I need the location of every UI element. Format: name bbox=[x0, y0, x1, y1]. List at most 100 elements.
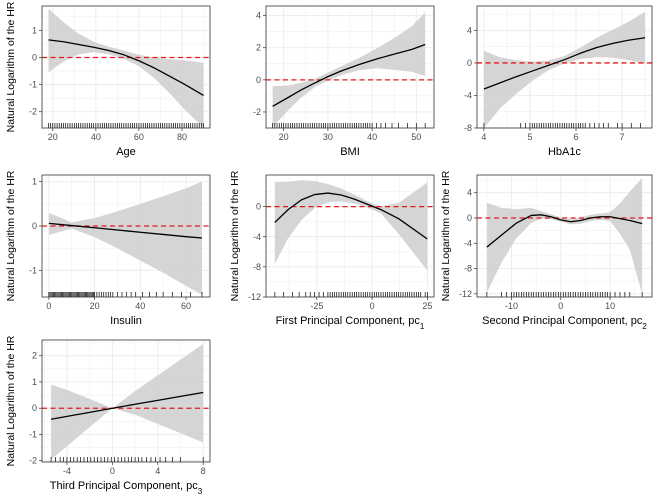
x-tick-label: 20 bbox=[279, 132, 289, 142]
x-axis-title: HbA1c bbox=[548, 146, 582, 158]
x-axis-title: BMI bbox=[340, 146, 360, 158]
y-tick-label: 1 bbox=[32, 377, 37, 387]
x-axis-title: First Principal Component, pc1 bbox=[276, 315, 425, 331]
x-tick-label: -10 bbox=[505, 301, 518, 311]
x-tick-label: 60 bbox=[134, 132, 144, 142]
x-tick-label: 0 bbox=[558, 301, 563, 311]
x-axis-title-text: Second Principal Component, pc bbox=[482, 315, 643, 327]
y-tick-label: 1 bbox=[32, 25, 37, 35]
confidence-band bbox=[48, 8, 204, 128]
x-tick-label: 7 bbox=[620, 132, 625, 142]
x-axis-title: Age bbox=[116, 146, 136, 158]
hr-curve bbox=[48, 222, 203, 239]
panel-border bbox=[476, 174, 653, 298]
plot-area bbox=[42, 181, 210, 297]
x-tick-label: 8 bbox=[201, 466, 206, 476]
x-axis-title-text: Insulin bbox=[110, 315, 142, 327]
x-tick-label: 40 bbox=[367, 132, 377, 142]
hr-curve bbox=[274, 192, 428, 240]
hr-curve bbox=[272, 43, 426, 107]
y-tick-label: -8 bbox=[464, 123, 472, 133]
y-axis-title: Natural Logarithm of the HR bbox=[5, 170, 17, 301]
x-axis-title-subscript: 2 bbox=[642, 322, 647, 331]
x-axis-title-subscript: 3 bbox=[198, 487, 203, 496]
y-tick-label: 0 bbox=[32, 221, 37, 231]
rug bbox=[274, 292, 428, 297]
panel-hba1c: 4 5 6 7 -8 -4 0 4 HbA1c bbox=[464, 5, 653, 158]
y-tick-label: 0 bbox=[467, 213, 472, 223]
rug bbox=[50, 457, 204, 462]
confidence-band bbox=[486, 178, 643, 294]
y-tick-label: 2 bbox=[32, 351, 37, 361]
panel-age: 20 40 60 80 -2 -1 0 1 Age Natural Logarithm of th… bbox=[5, 1, 211, 158]
y-tick-label: 1 bbox=[32, 177, 37, 187]
x-axis-title: Third Principal Component, pc3 bbox=[50, 480, 203, 496]
plot-area bbox=[42, 8, 210, 128]
x-tick-label: -4 bbox=[63, 466, 71, 476]
y-tick-label: 0 bbox=[256, 202, 261, 212]
x-tick-label: 80 bbox=[177, 132, 187, 142]
plot-area bbox=[266, 180, 434, 297]
x-tick-label: 0 bbox=[46, 301, 51, 311]
x-tick-label: 25 bbox=[422, 301, 432, 311]
rug bbox=[272, 123, 426, 128]
panel-border bbox=[41, 339, 211, 463]
y-tick-label: -1 bbox=[29, 429, 37, 439]
plot-area bbox=[266, 12, 434, 128]
panel-border bbox=[41, 5, 211, 129]
x-axis-title: Insulin bbox=[110, 315, 142, 327]
x-tick-label: 6 bbox=[574, 132, 579, 142]
x-tick-label: -25 bbox=[310, 301, 323, 311]
y-axis-title: Natural Logarithm of the HR bbox=[5, 1, 17, 132]
y-axis-title: Natural Logarithm of the HR bbox=[5, 335, 17, 466]
x-tick-label: 4 bbox=[155, 466, 160, 476]
x-axis-title-text: BMI bbox=[340, 146, 360, 158]
y-tick-label: -4 bbox=[464, 238, 472, 248]
hr-curve bbox=[483, 37, 646, 90]
panel-border bbox=[476, 5, 653, 129]
y-tick-label: -1 bbox=[29, 80, 37, 90]
confidence-band bbox=[272, 12, 426, 128]
y-tick-label: -12 bbox=[459, 289, 472, 299]
x-tick-label: 4 bbox=[481, 132, 486, 142]
y-tick-label: 0 bbox=[32, 403, 37, 413]
y-tick-label: -4 bbox=[253, 232, 261, 242]
panel-pc1: -25 0 25 -12 -8 -4 0 First Principal Component,… bbox=[229, 170, 435, 331]
x-tick-label: 20 bbox=[90, 301, 100, 311]
rug bbox=[486, 292, 643, 297]
panel-pc2: -10 0 10 -12 -8 -4 0 4 Second Principal Componen… bbox=[440, 170, 653, 331]
plot-area bbox=[477, 11, 652, 128]
panel-bmi: 20 30 40 50 -2 0 2 4 BMI bbox=[253, 5, 435, 158]
x-tick-label: 50 bbox=[411, 132, 421, 142]
rug bbox=[483, 123, 641, 128]
x-axis-title-text: First Principal Component, pc bbox=[276, 315, 421, 327]
y-tick-label: -4 bbox=[464, 90, 472, 100]
plot-area bbox=[477, 178, 652, 297]
panel-border bbox=[265, 174, 435, 298]
x-tick-label: 20 bbox=[48, 132, 58, 142]
x-tick-label: 10 bbox=[605, 301, 615, 311]
y-tick-label: 4 bbox=[467, 188, 472, 198]
hr-curve bbox=[50, 391, 204, 420]
rug bbox=[48, 123, 204, 128]
y-axis-title: Natural Logarithm of the HR bbox=[229, 170, 241, 301]
hr-curve bbox=[48, 39, 204, 97]
panel-insulin: 0 20 40 60 -1 0 1 Insulin Natural Logarithm of t… bbox=[5, 170, 211, 327]
x-axis-title-text: HbA1c bbox=[548, 146, 582, 158]
x-axis-title-subscript: 1 bbox=[420, 322, 425, 331]
y-tick-label: -8 bbox=[464, 264, 472, 274]
hr-curve bbox=[486, 214, 643, 248]
x-axis-title-text: Third Principal Component, pc bbox=[50, 480, 198, 492]
x-tick-label: 5 bbox=[527, 132, 532, 142]
panel-border bbox=[41, 174, 211, 298]
y-tick-label: 4 bbox=[467, 25, 472, 35]
y-tick-label: -2 bbox=[29, 456, 37, 466]
confidence-band bbox=[483, 11, 646, 128]
x-axis-title-text: Age bbox=[116, 146, 136, 158]
panel-pc3: -4 0 4 8 -2 -1 0 1 2 Third Principal Component, p… bbox=[5, 335, 211, 496]
x-tick-label: 60 bbox=[181, 301, 191, 311]
confidence-band bbox=[274, 180, 428, 271]
y-tick-label: 2 bbox=[256, 43, 261, 53]
panel-border bbox=[265, 5, 435, 129]
